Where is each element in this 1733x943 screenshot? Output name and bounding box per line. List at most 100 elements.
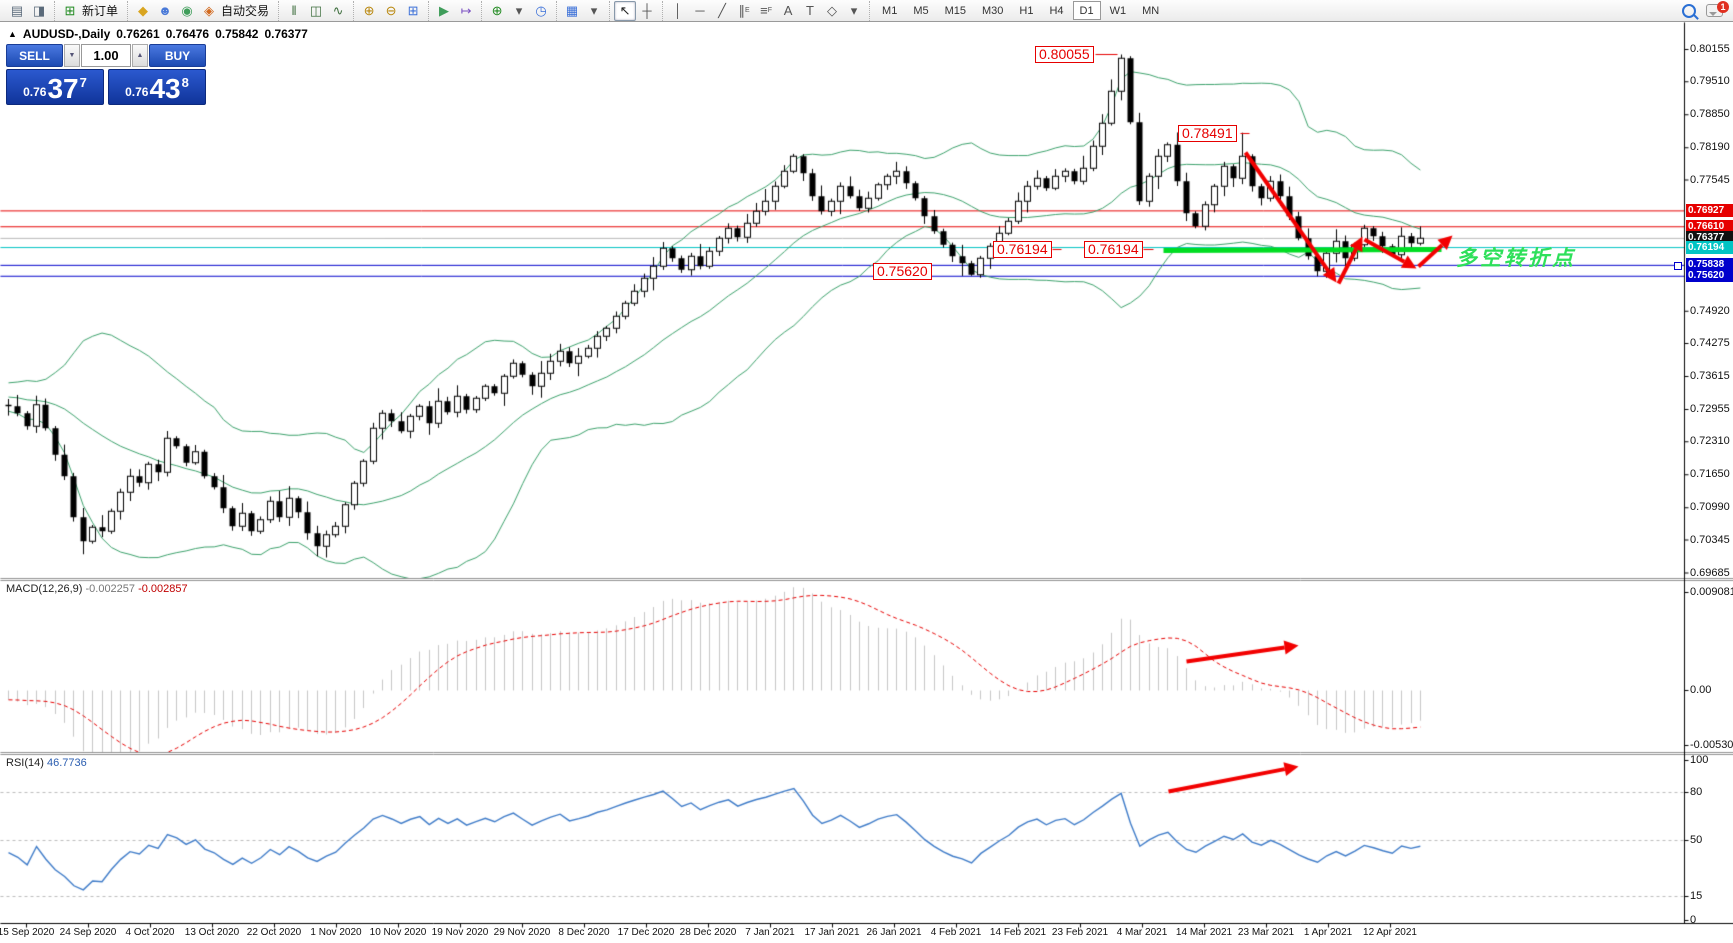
period-clock-icon[interactable]: ◷ (535, 3, 547, 18)
date-label: 19 Nov 2020 (431, 927, 489, 938)
new-order-button[interactable]: ⊞ (64, 3, 76, 18)
timeframe-m30[interactable]: M30 (982, 4, 1004, 17)
toolbar-group: ▦ ▾ (556, 0, 609, 21)
price-line-badge: 0.76927 (1686, 203, 1733, 217)
community-icon[interactable]: ☻ (158, 3, 172, 18)
date-label: 15 Sep 2020 (0, 927, 55, 938)
rsi-axis-label: 100 (1690, 754, 1709, 766)
chart-title: ▲ AUDUSD-,Daily 0.76261 0.76476 0.75842 … (8, 27, 308, 41)
notifications-icon[interactable]: 1 (1706, 1, 1729, 17)
toolbar-group: ▤ ◨ (2, 1, 54, 21)
cursor-icon[interactable]: ↖ (614, 0, 637, 21)
toolbar-group: ⊞ 新订单 (54, 0, 127, 21)
volume-decrease-button[interactable]: ▼ (64, 44, 80, 67)
bar-chart-icon[interactable]: ‖ (291, 3, 297, 18)
price-line-badge: 0.76610 (1686, 219, 1733, 233)
date-label: 17 Jan 2021 (804, 927, 860, 938)
fibonacci-icon[interactable]: ≡ F (760, 3, 772, 18)
channel-icon[interactable]: ∥ E (738, 3, 750, 18)
horizontal-line-icon[interactable]: ─ (695, 3, 705, 18)
date-label: 14 Feb 2021 (989, 927, 1047, 938)
price-callout-label[interactable]: 0.75620 (873, 263, 932, 280)
price-callout-label[interactable]: 0.76194 (1084, 241, 1143, 258)
text-icon[interactable]: A (783, 3, 793, 18)
date-label: 28 Dec 2020 (679, 927, 737, 938)
date-label: 13 Oct 2020 (184, 927, 240, 938)
candlestick-chart-icon[interactable]: ◫ (309, 3, 323, 18)
macd-axis-label: -0.005306 (1690, 739, 1733, 751)
templates-dropdown-icon[interactable]: ▾ (590, 3, 598, 18)
price-axis-label: 0.70990 (1690, 501, 1730, 514)
price-axis-label: 0.74275 (1690, 337, 1730, 349)
rsi-value: 46.7736 (46, 757, 87, 769)
chart-canvas[interactable] (0, 22, 1733, 943)
autotrade-button-label[interactable]: 自动交易 (221, 4, 270, 18)
timeframe-m1[interactable]: M1 (882, 4, 898, 17)
autotrade-button[interactable]: ◈ (204, 3, 215, 18)
trendline-icon[interactable]: ╱ (718, 3, 726, 18)
timeframe-m5[interactable]: M5 (913, 4, 929, 17)
macd-name: MACD(12,26,9) (6, 583, 83, 595)
buy-price-pip: 8 (181, 75, 189, 90)
crosshair-icon[interactable]: ┼ (642, 3, 652, 18)
zoom-out-icon[interactable]: ⊖ (385, 3, 397, 18)
toolbar-group: ⊕ ⊖ ⊞ (353, 0, 428, 21)
hline-selection-handle[interactable] (1674, 262, 1682, 270)
search-icon[interactable] (1682, 3, 1696, 18)
vertical-line-icon[interactable]: │ (673, 3, 683, 18)
templates-icon[interactable]: ▦ (565, 3, 579, 18)
oct-collapse-icon[interactable]: ▲ (8, 29, 17, 39)
price-axis-label: 0.79510 (1690, 75, 1730, 88)
label-icon[interactable]: T (806, 3, 814, 18)
timeframe-d1[interactable]: D1 (1072, 1, 1101, 20)
indicators-dropdown-icon[interactable]: ▾ (515, 3, 523, 18)
buy-price-button[interactable]: 0.76 43 8 (108, 69, 206, 105)
line-chart-icon[interactable]: ∿ (332, 3, 344, 18)
macd-axis-label: 0.009081 (1690, 586, 1733, 598)
buy-button[interactable]: BUY (149, 44, 206, 67)
date-label: 4 Mar 2021 (1116, 927, 1168, 938)
price-axis-label: 0.72310 (1690, 435, 1730, 448)
price-line-badge: 0.76194 (1686, 240, 1733, 254)
chart-shift-icon[interactable]: ↦ (460, 3, 472, 18)
timeframe-h4[interactable]: H4 (1049, 4, 1064, 17)
rsi-axis-label: 80 (1690, 786, 1703, 798)
high-value: 0.76476 (165, 27, 210, 41)
price-axis-label: 0.70345 (1690, 533, 1730, 546)
close-value: 0.76377 (264, 27, 308, 41)
zoom-in-icon[interactable]: ⊕ (363, 3, 375, 18)
indicators-icon[interactable]: ⊕ (491, 3, 503, 18)
macd-label: MACD(12,26,9) -0.002257 -0.002857 (6, 583, 188, 595)
autoscroll-icon[interactable]: ▶ (439, 3, 450, 18)
chart-window-icon[interactable]: ▤ (10, 3, 24, 18)
toolbar-group: ▶ ↦ (428, 0, 481, 21)
tile-windows-icon[interactable]: ⊞ (407, 3, 419, 18)
timeframe-w1[interactable]: W1 (1109, 4, 1127, 17)
date-label: 29 Nov 2020 (493, 927, 551, 938)
turning-point-annotation[interactable]: 多空转折点 (1456, 247, 1576, 270)
sell-price-button[interactable]: 0.76 37 7 (6, 69, 104, 105)
volume-increase-button[interactable]: ▲ (132, 44, 148, 67)
timeframe-m15[interactable]: M15 (944, 4, 966, 17)
timeframe-mn[interactable]: MN (1142, 4, 1160, 17)
price-alert-icon[interactable]: ◆ (138, 3, 149, 18)
timeframe-h1[interactable]: H1 (1019, 4, 1034, 17)
price-callout-label[interactable]: 0.76194 (993, 241, 1052, 258)
toolbar: ▤ ◨ ⊞ 新订单 ◆ ☻ ◉ ◈ 自动交易 ‖ ◫ ∿ ⊕ ⊖ ⊞ ▶ ↦ ⊕ ▾ ◷ ▦ ▾ ↖ ┼ │ ─ ╱ ∥ E ≡ F A T ◇ ▾… (0, 0, 1733, 22)
signals-icon[interactable]: ◉ (181, 3, 193, 18)
volume-input[interactable] (81, 44, 131, 67)
profiles-icon[interactable]: ◨ (32, 3, 46, 18)
shapes-icon[interactable]: ◇ (827, 3, 838, 18)
shapes-dropdown-icon[interactable]: ▾ (850, 3, 858, 18)
date-label: 10 Nov 2020 (369, 927, 427, 938)
toolbar-groups: ▤ ◨ ⊞ 新订单 ◆ ☻ ◉ ◈ 自动交易 ‖ ◫ ∿ ⊕ ⊖ ⊞ ▶ ↦ ⊕ ▾ ◷ ▦ ▾ ↖ ┼ │ ─ ╱ ∥ E ≡ F A T ◇ ▾ (2, 0, 869, 22)
price-axis-label: 0.69685 (1690, 566, 1730, 579)
price-callout-label[interactable]: 0.78491 (1178, 125, 1237, 142)
price-callout-label[interactable]: 0.80055 (1035, 46, 1094, 63)
new-order-button-label[interactable]: 新订单 (82, 4, 119, 18)
toolbar-group: ‖ ◫ ∿ (278, 0, 353, 21)
buy-price-prefix: 0.76 (125, 85, 149, 99)
macd-main-value: -0.002257 (85, 583, 136, 595)
date-label: 23 Feb 2021 (1051, 927, 1109, 938)
sell-button[interactable]: SELL (6, 44, 63, 67)
